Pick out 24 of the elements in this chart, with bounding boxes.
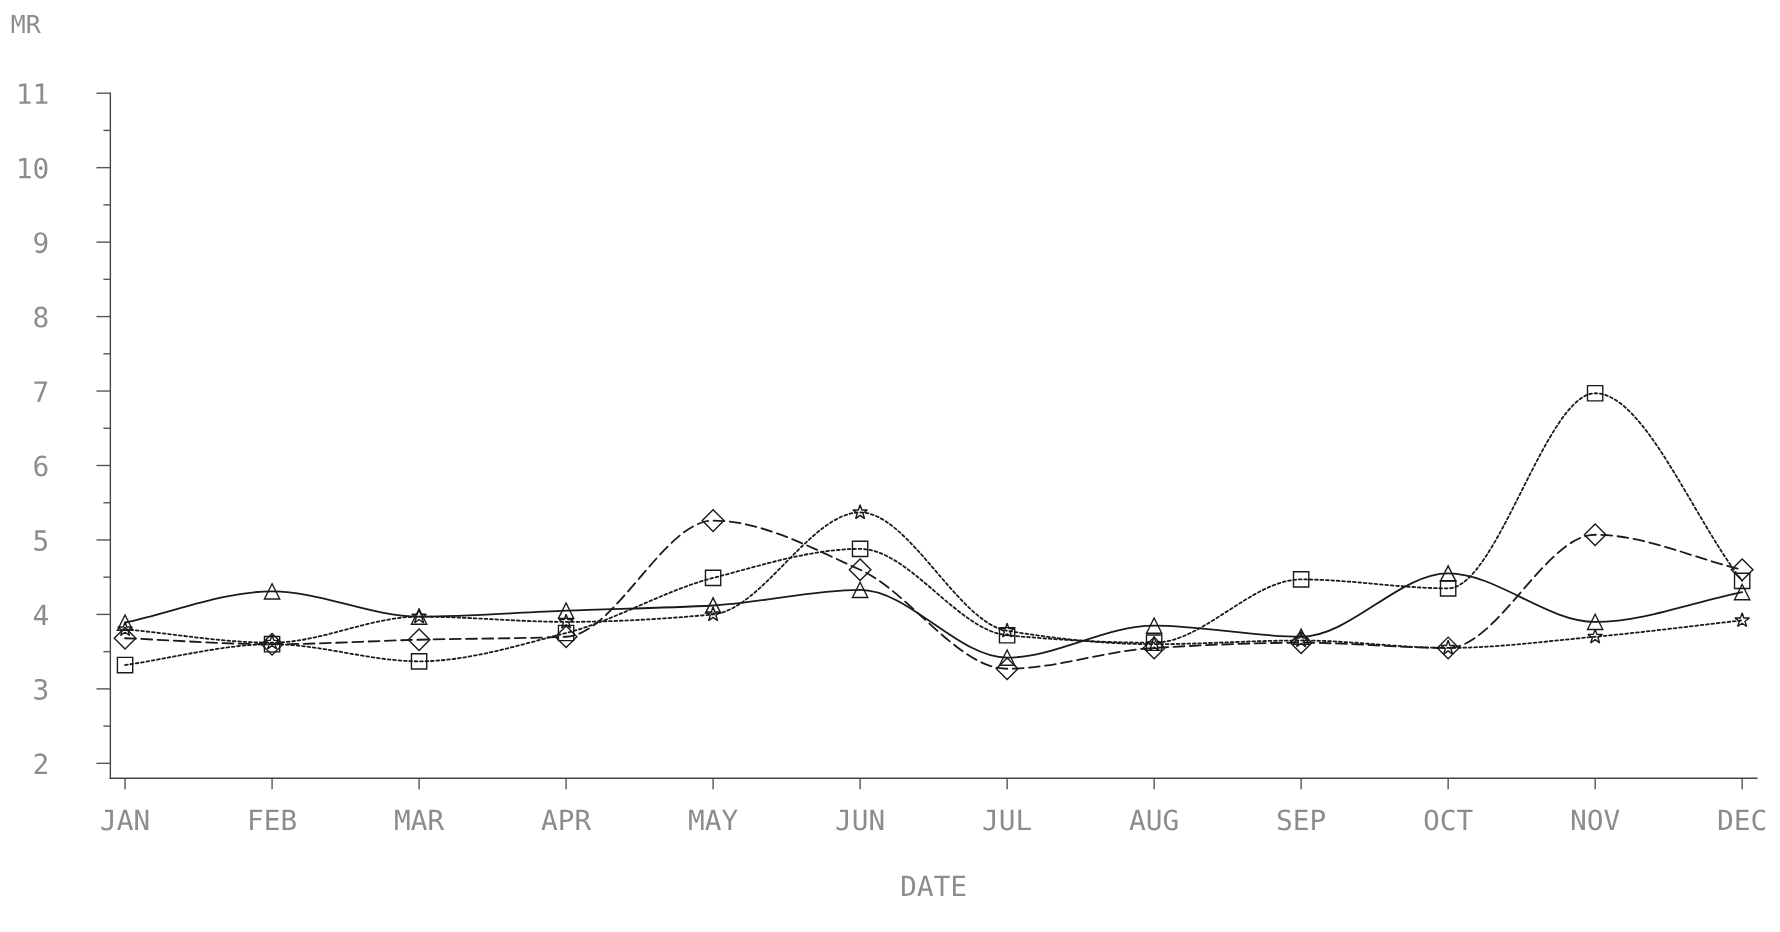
y-tick-label: 11 (19, 83, 48, 104)
y-axis-title: MR (11, 14, 41, 34)
x-tick-label: APR (541, 809, 592, 831)
y-tick-label: 7 (34, 381, 48, 402)
x-tick-label: JUL (983, 809, 1031, 831)
x-tick-label: MAR (395, 809, 445, 831)
x-tick-label: JAN (101, 809, 149, 831)
x-tick-label: AUG (1129, 809, 1178, 831)
x-tick-label: NOV (1571, 809, 1620, 831)
y-tick-label: 2 (34, 753, 47, 774)
x-tick-label: MAY (689, 809, 738, 831)
y-tick-label: 3 (34, 678, 48, 700)
x-tick-label: SEP (1277, 809, 1325, 831)
y-tick-label: 5 (34, 530, 48, 551)
y-tick-label: 9 (34, 232, 48, 254)
y-tick-label: 10 (19, 157, 48, 179)
x-tick-label: FEB (250, 809, 296, 831)
y-tick-label: 6 (34, 455, 48, 477)
x-tick-label: DEC (1718, 809, 1766, 831)
x-tick-label: JUN (836, 809, 884, 831)
y-tick-label: 4 (33, 604, 48, 626)
y-tick-label: 8 (34, 306, 48, 328)
x-tick-label: OCT (1424, 809, 1473, 831)
x-axis-title: DATE (902, 875, 966, 896)
